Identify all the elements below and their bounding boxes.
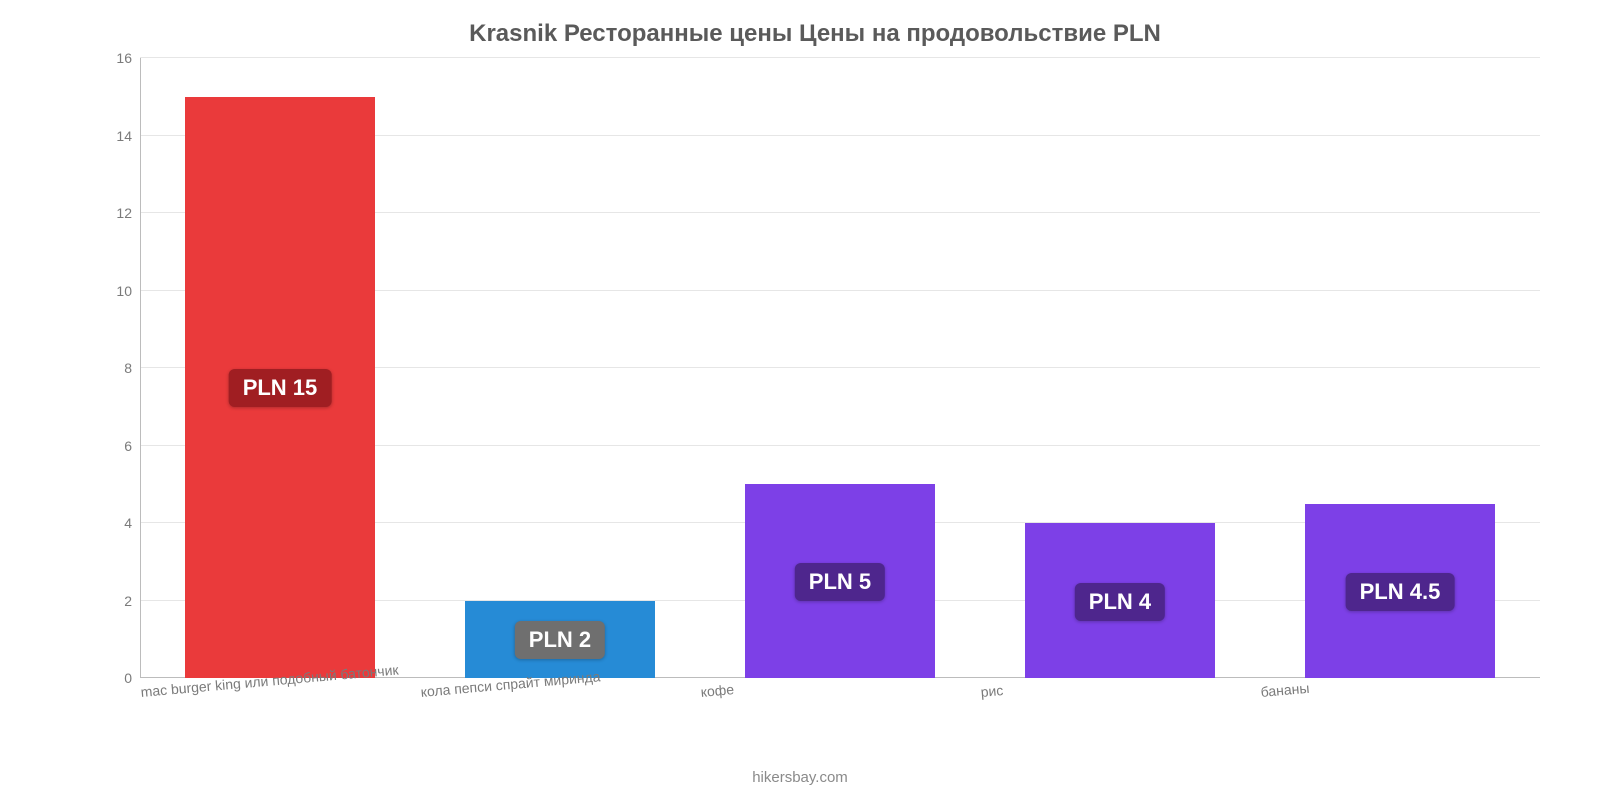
value-label: PLN 4 (1075, 583, 1165, 621)
bar-slot: PLN 4 (980, 58, 1260, 678)
plot-area: 0246810121416 PLN 15PLN 2PLN 5PLN 4PLN 4… (90, 58, 1540, 678)
y-tick-label: 6 (124, 438, 132, 454)
y-tick-label: 0 (124, 670, 132, 686)
chart-container: Krasnik Ресторанные цены Цены на продово… (0, 0, 1600, 800)
y-tick-label: 8 (124, 360, 132, 376)
bar: PLN 2 (465, 601, 655, 679)
bar: PLN 15 (185, 97, 375, 678)
value-label: PLN 4.5 (1346, 573, 1455, 611)
chart-title: Krasnik Ресторанные цены Цены на продово… (90, 20, 1540, 48)
y-tick-label: 10 (116, 283, 132, 299)
bar-slot: PLN 15 (140, 58, 420, 678)
value-label: PLN 15 (229, 369, 332, 407)
attribution-text: hikersbay.com (0, 769, 1600, 786)
x-axis-label-text: рис (980, 682, 1004, 700)
bar-slot: PLN 5 (700, 58, 980, 678)
bar-slot: PLN 4.5 (1260, 58, 1540, 678)
y-tick-label: 12 (116, 205, 132, 221)
y-axis: 0246810121416 (90, 58, 140, 678)
y-tick-label: 2 (124, 593, 132, 609)
bar-slot: PLN 2 (420, 58, 700, 678)
y-tick-label: 14 (116, 128, 132, 144)
bar: PLN 4 (1025, 523, 1215, 678)
value-label: PLN 5 (795, 563, 885, 601)
x-axis-label-text: бананы (1260, 680, 1310, 700)
y-tick-label: 16 (116, 50, 132, 66)
x-axis-label-text: кофе (700, 681, 735, 700)
bars-group: PLN 15 PLN 2 PLN 5 PLN 4 PLN 4.5 (140, 58, 1540, 678)
value-label: PLN 2 (515, 621, 605, 659)
bar: PLN 5 (745, 484, 935, 678)
y-tick-label: 4 (124, 515, 132, 531)
bar: PLN 4.5 (1305, 504, 1495, 678)
